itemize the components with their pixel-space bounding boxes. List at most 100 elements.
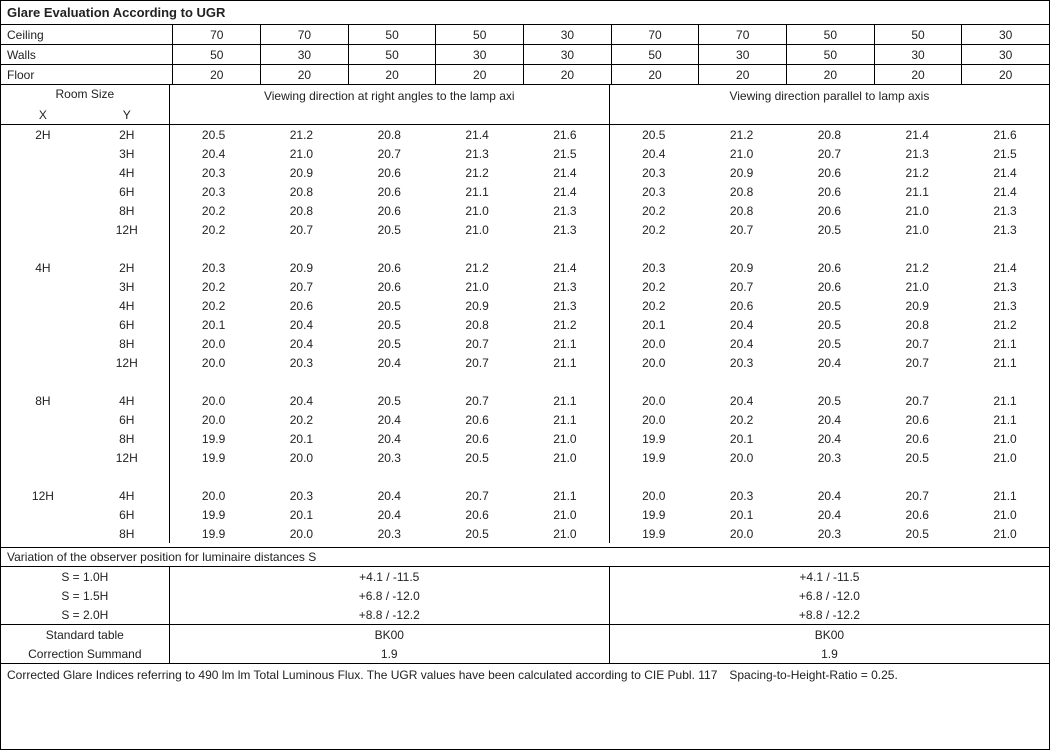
value-cell: 20.7 — [433, 394, 521, 408]
ceiling-val: 70 — [612, 25, 700, 44]
variation-row: S = 1.5H+6.8 / -12.0+6.8 / -12.0 — [1, 586, 1049, 605]
value-cell: 20.1 — [258, 508, 346, 522]
table-row: 6H20.120.420.520.821.220.120.420.520.821… — [1, 315, 1049, 334]
value-cell: 20.7 — [873, 337, 961, 351]
value-cell: 21.5 — [961, 147, 1049, 161]
y-cell: 6H — [85, 315, 170, 334]
value-cell: 20.3 — [610, 166, 698, 180]
dir-left-header: Viewing direction at right angles to the… — [170, 85, 610, 124]
value-cell: 20.7 — [258, 280, 346, 294]
value-cell: 20.2 — [170, 299, 258, 313]
value-cell: 20.3 — [170, 185, 258, 199]
value-cell: 21.2 — [873, 166, 961, 180]
header-row: Room Size X Y Viewing direction at right… — [1, 85, 1049, 125]
value-cell: 20.4 — [785, 413, 873, 427]
y-cell: 6H — [85, 410, 170, 429]
y-label: Y — [85, 108, 169, 122]
value-cell: 20.6 — [785, 185, 873, 199]
dir-right-header: Viewing direction parallel to lamp axis — [610, 85, 1049, 124]
value-cell: 21.1 — [521, 391, 610, 410]
y-cell: 12H — [85, 220, 170, 239]
value-cell: 20.0 — [170, 489, 258, 503]
value-cell: 19.9 — [610, 508, 698, 522]
value-cell: 21.3 — [521, 220, 610, 239]
y-cell: 6H — [85, 182, 170, 201]
table-row: 4H2H20.320.920.621.221.420.320.920.621.2… — [1, 258, 1049, 277]
value-cell: 20.4 — [345, 508, 433, 522]
value-cell: 21.2 — [521, 315, 610, 334]
value-cell: 20.5 — [345, 318, 433, 332]
value-cell: 21.0 — [521, 505, 610, 524]
y-cell: 8H — [85, 429, 170, 448]
value-cell: 21.3 — [433, 147, 521, 161]
value-cell: 21.4 — [961, 166, 1049, 180]
y-cell: 2H — [85, 258, 170, 277]
value-cell: 20.9 — [873, 299, 961, 313]
y-cell: 8H — [85, 524, 170, 543]
value-cell: 21.3 — [873, 147, 961, 161]
value-cell: 20.1 — [610, 318, 698, 332]
value-cell: 21.2 — [698, 128, 786, 142]
value-cell: 20.8 — [345, 128, 433, 142]
value-cell: 21.0 — [258, 147, 346, 161]
table-row: 4H20.320.920.621.221.420.320.920.621.221… — [1, 163, 1049, 182]
value-cell: 21.1 — [521, 486, 610, 505]
table-row: 8H19.920.020.320.521.019.920.020.320.521… — [1, 524, 1049, 543]
value-cell: 20.1 — [698, 508, 786, 522]
variation-value-right: +6.8 / -12.0 — [610, 586, 1049, 605]
table-row: 12H4H20.020.320.420.721.120.020.320.420.… — [1, 486, 1049, 505]
value-cell: 20.6 — [698, 299, 786, 313]
ceiling-val: 50 — [349, 25, 437, 44]
value-cell: 20.2 — [170, 204, 258, 218]
value-cell: 20.6 — [345, 166, 433, 180]
roomsize-label: Room Size — [1, 87, 169, 101]
value-cell: 21.1 — [961, 394, 1049, 408]
data-body: 2H2H20.521.220.821.421.620.521.220.821.4… — [1, 125, 1049, 548]
value-cell: 21.0 — [961, 527, 1049, 541]
value-cell: 20.7 — [873, 489, 961, 503]
value-cell: 20.0 — [170, 356, 258, 370]
variation-value-right: 1.9 — [610, 644, 1049, 663]
variation-rows: S = 1.0H+4.1 / -11.5+4.1 / -11.5S = 1.5H… — [1, 567, 1049, 625]
variation-row: Correction Summand1.91.9 — [1, 644, 1049, 663]
value-cell: 19.9 — [610, 527, 698, 541]
value-cell: 20.4 — [345, 356, 433, 370]
value-cell: 21.4 — [433, 128, 521, 142]
walls-val: 30 — [436, 45, 524, 64]
value-cell: 21.4 — [961, 261, 1049, 275]
variation-value-right: +4.1 / -11.5 — [610, 567, 1049, 586]
value-cell: 21.0 — [961, 432, 1049, 446]
variation-value-right: +8.8 / -12.2 — [610, 605, 1049, 624]
value-cell: 20.5 — [345, 299, 433, 313]
value-cell: 20.5 — [610, 128, 698, 142]
walls-val: 30 — [699, 45, 787, 64]
value-cell: 20.6 — [433, 432, 521, 446]
value-cell: 20.0 — [610, 356, 698, 370]
label-walls: Walls — [1, 45, 173, 64]
value-cell: 20.6 — [345, 185, 433, 199]
value-cell: 20.0 — [610, 413, 698, 427]
table-row: 8H20.220.820.621.021.320.220.820.621.021… — [1, 201, 1049, 220]
value-cell: 20.4 — [345, 413, 433, 427]
value-cell: 20.9 — [698, 261, 786, 275]
value-cell: 20.5 — [785, 223, 873, 237]
ceiling-val: 70 — [261, 25, 349, 44]
value-cell: 20.5 — [433, 527, 521, 541]
floor-val: 20 — [173, 65, 261, 84]
value-cell: 20.2 — [610, 299, 698, 313]
y-cell: 3H — [85, 277, 170, 296]
value-cell: 20.0 — [258, 527, 346, 541]
value-cell: 20.4 — [698, 394, 786, 408]
value-cell: 20.5 — [785, 394, 873, 408]
value-cell: 20.5 — [345, 337, 433, 351]
value-cell: 20.3 — [258, 489, 346, 503]
spacer-row — [1, 467, 1049, 486]
walls-val: 30 — [261, 45, 349, 64]
value-cell: 20.3 — [698, 489, 786, 503]
value-cell: 20.7 — [873, 394, 961, 408]
variation-value-left: +4.1 / -11.5 — [170, 567, 610, 586]
value-cell: 21.3 — [521, 201, 610, 220]
x-cell: 8H — [1, 394, 85, 408]
value-cell: 19.9 — [170, 451, 258, 465]
value-cell: 21.5 — [521, 144, 610, 163]
